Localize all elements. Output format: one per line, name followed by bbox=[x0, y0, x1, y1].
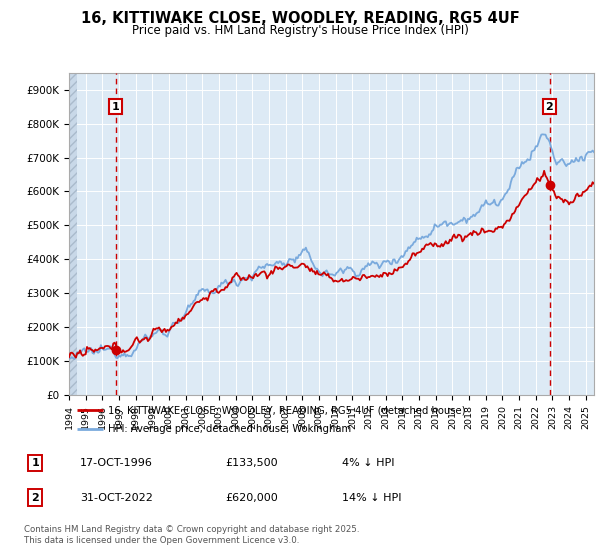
Text: 1: 1 bbox=[31, 458, 39, 468]
Text: Contains HM Land Registry data © Crown copyright and database right 2025.
This d: Contains HM Land Registry data © Crown c… bbox=[24, 525, 359, 545]
Bar bbox=[69, 73, 77, 395]
Text: 4% ↓ HPI: 4% ↓ HPI bbox=[342, 458, 395, 468]
Text: 16, KITTIWAKE CLOSE, WOODLEY, READING, RG5 4UF (detached house): 16, KITTIWAKE CLOSE, WOODLEY, READING, R… bbox=[109, 405, 466, 415]
Text: 31-OCT-2022: 31-OCT-2022 bbox=[80, 493, 152, 502]
Text: 14% ↓ HPI: 14% ↓ HPI bbox=[342, 493, 401, 502]
Text: £133,500: £133,500 bbox=[225, 458, 278, 468]
Text: 17-OCT-1996: 17-OCT-1996 bbox=[80, 458, 152, 468]
Text: 16, KITTIWAKE CLOSE, WOODLEY, READING, RG5 4UF: 16, KITTIWAKE CLOSE, WOODLEY, READING, R… bbox=[80, 11, 520, 26]
Text: HPI: Average price, detached house, Wokingham: HPI: Average price, detached house, Woki… bbox=[109, 424, 352, 433]
Text: 2: 2 bbox=[31, 493, 39, 502]
Text: 1: 1 bbox=[112, 101, 119, 111]
Text: £620,000: £620,000 bbox=[225, 493, 278, 502]
Text: 2: 2 bbox=[545, 101, 553, 111]
Text: Price paid vs. HM Land Registry's House Price Index (HPI): Price paid vs. HM Land Registry's House … bbox=[131, 24, 469, 36]
